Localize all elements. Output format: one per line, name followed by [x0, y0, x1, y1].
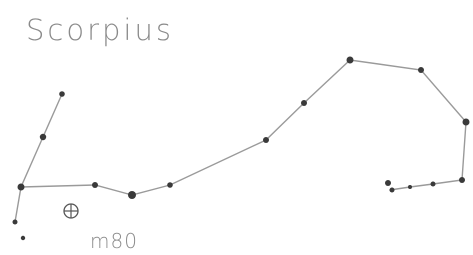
star: [92, 182, 98, 188]
star: [13, 220, 18, 225]
star: [459, 177, 465, 183]
title: Scorpius: [26, 13, 174, 47]
star: [385, 180, 391, 186]
star: [408, 185, 412, 189]
stars: [13, 57, 470, 241]
star: [21, 236, 25, 240]
star: [18, 184, 25, 191]
star: [59, 91, 65, 97]
star: [40, 134, 46, 140]
star: [347, 57, 354, 64]
sketch: Scorpius m80: [0, 0, 473, 255]
constellation-lines: [15, 60, 466, 222]
star: [167, 182, 173, 188]
star: [263, 137, 269, 143]
line: [15, 94, 62, 222]
star: [390, 188, 395, 193]
object-label: m80: [90, 229, 138, 253]
star: [301, 100, 307, 106]
star: [463, 119, 470, 126]
star: [128, 191, 136, 199]
m80-symbol: [64, 204, 78, 218]
star: [431, 182, 436, 187]
line: [21, 60, 466, 195]
star: [418, 67, 424, 73]
